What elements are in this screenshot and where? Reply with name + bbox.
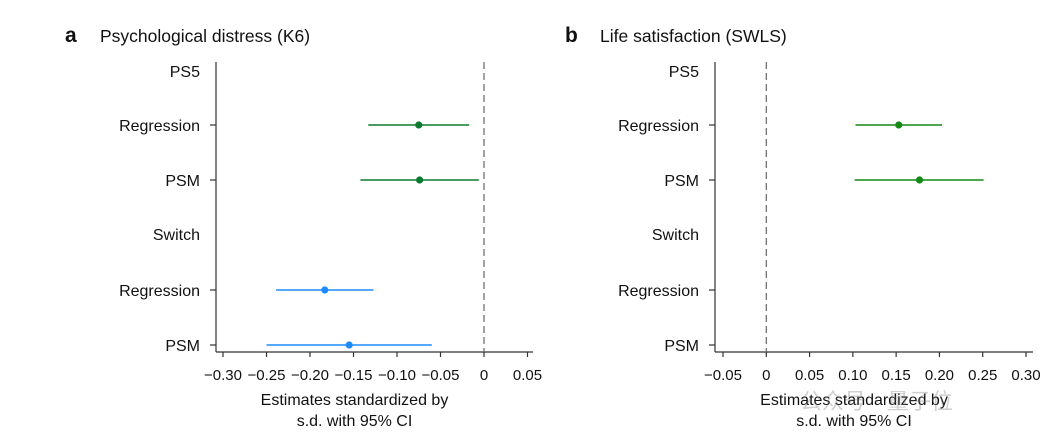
x-tick-label: 0.20 [925,367,954,384]
y-tick-label: PSM [165,173,200,190]
x-tick-label: 0.30 [1011,367,1040,384]
x-tick-label: 0.05 [513,367,542,384]
y-tick-label: PS5 [669,64,699,81]
panel-letter: b [565,24,578,47]
x-tick-label: −0.15 [335,367,373,384]
estimate-point [415,121,423,129]
x-tick-label: −0.10 [378,367,416,384]
x-tick-label: −0.25 [248,367,286,384]
y-tick-label: PSM [664,338,699,355]
x-tick-label: 0.15 [882,367,911,384]
x-axis-label: Estimates standardized by [261,392,449,409]
x-tick-label: 0.25 [968,367,997,384]
watermark: 公众号 · 量子位 [800,390,953,415]
x-axis-label: Estimates standardized by [760,392,948,409]
estimate-point [416,176,424,184]
panel-title: Life satisfaction (SWLS) [600,26,787,46]
y-tick-label: PSM [664,173,699,190]
x-tick-label: 0 [762,367,770,384]
y-tick-label: Regression [119,283,200,300]
x-tick-label: −0.05 [704,367,742,384]
estimate-point [321,286,329,294]
x-tick-label: −0.30 [204,367,242,384]
x-axis-label: s.d. with 95% CI [796,413,912,430]
estimate-point [345,341,353,349]
x-tick-label: −0.20 [291,367,329,384]
x-tick-label: −0.05 [422,367,460,384]
x-tick-label: 0 [480,367,488,384]
panel-letter: a [65,24,77,47]
estimate-point [915,176,924,184]
y-tick-label: Switch [652,227,699,244]
y-tick-label: Regression [119,118,200,135]
panel-title: Psychological distress (K6) [100,26,310,46]
x-tick-label: 0.10 [838,367,867,384]
y-tick-label: PS5 [170,64,200,81]
panel-b: b Life satisfaction (SWLS) −0.05 0 0.05 0.10 0… [565,24,1041,430]
y-tick-label: Regression [618,118,699,135]
x-axis-label: s.d. with 95% CI [297,413,413,430]
y-tick-label: Regression [618,283,699,300]
panel-a: a Psychological distress (K6) −0.30 −0.25 −0… [65,24,542,430]
y-tick-label: Switch [153,227,200,244]
estimate-point [895,121,903,129]
x-tick-label: 0.05 [795,367,824,384]
y-tick-label: PSM [165,338,200,355]
